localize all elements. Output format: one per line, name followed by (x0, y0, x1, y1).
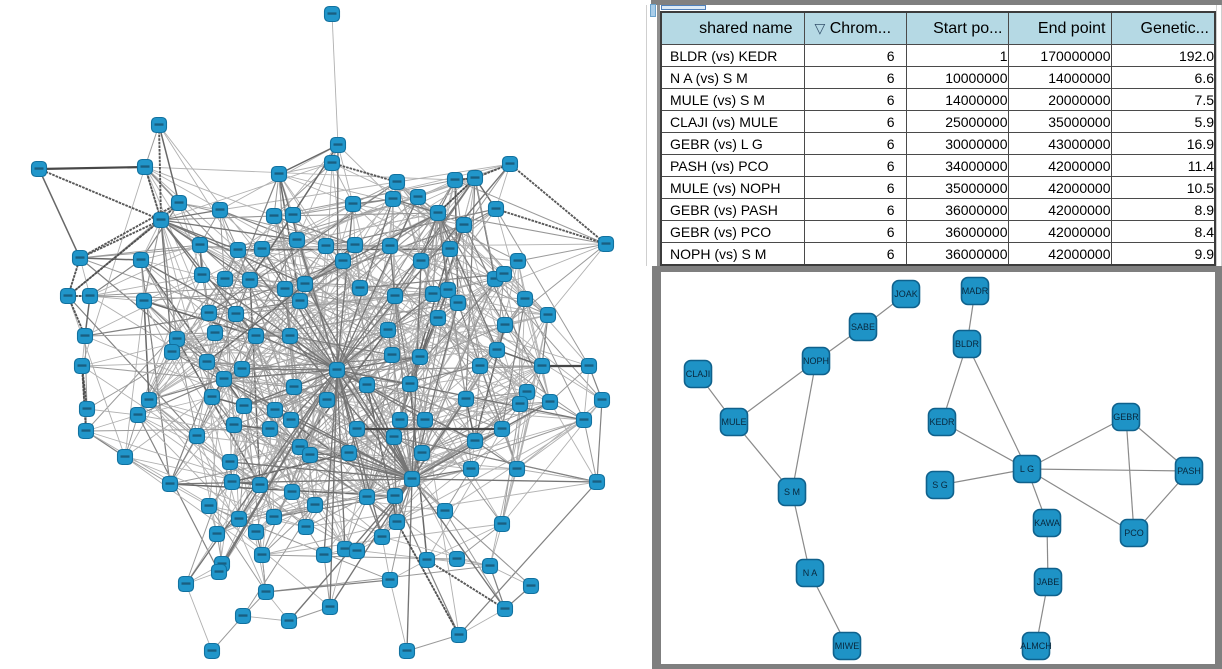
svg-text:KEDR: KEDR (929, 417, 955, 427)
svg-text:CLAJI: CLAJI (686, 369, 711, 379)
svg-text:MADR: MADR (962, 286, 989, 296)
svg-text:L G: L G (1020, 464, 1034, 474)
svg-text:S G: S G (932, 480, 948, 490)
svg-text:PASH: PASH (1177, 466, 1201, 476)
svg-text:JOAK: JOAK (894, 289, 918, 299)
svg-text:BLDR: BLDR (955, 339, 980, 349)
svg-text:MULE: MULE (721, 417, 746, 427)
svg-text:N A: N A (803, 568, 818, 578)
svg-text:SABE: SABE (851, 322, 875, 332)
svg-text:GEBR: GEBR (1113, 412, 1139, 422)
svg-text:KAWA: KAWA (1034, 518, 1060, 528)
svg-text:S M: S M (784, 487, 800, 497)
svg-text:MIWE: MIWE (835, 641, 860, 651)
svg-text:ALMCH: ALMCH (1020, 641, 1052, 651)
svg-text:JABE: JABE (1037, 577, 1060, 587)
svg-text:NOPH: NOPH (803, 356, 829, 366)
svg-text:PCO: PCO (1124, 528, 1144, 538)
